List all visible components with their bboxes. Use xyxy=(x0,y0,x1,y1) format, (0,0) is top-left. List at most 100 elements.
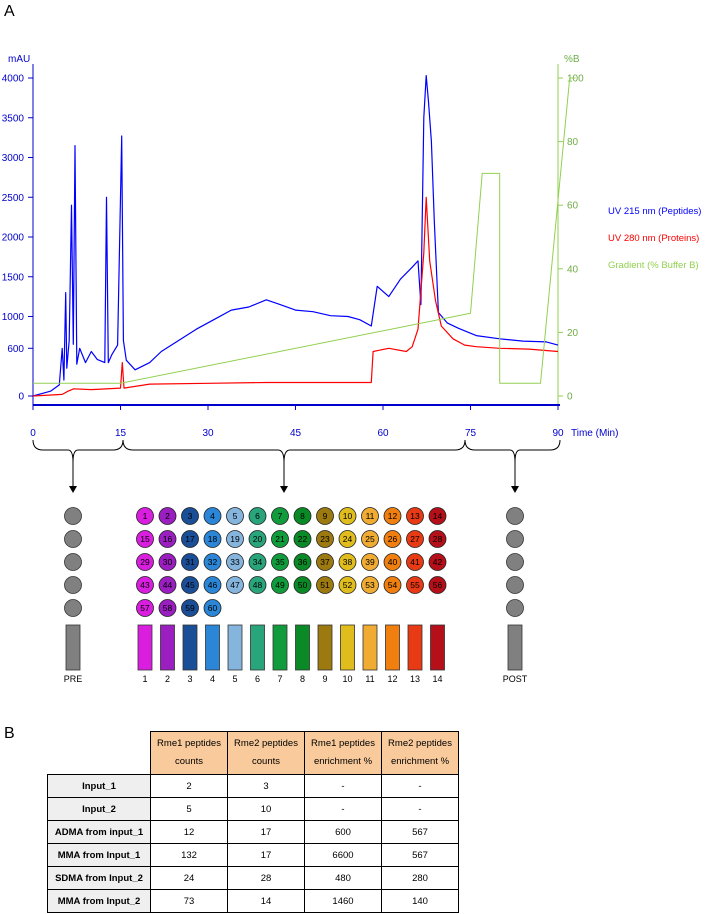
fraction-tube-label: 6 xyxy=(255,674,260,684)
fraction-well-label: 1 xyxy=(143,511,148,521)
fraction-tube-label: 13 xyxy=(410,674,420,684)
fraction-well xyxy=(338,530,357,548)
fraction-well-label: 29 xyxy=(140,557,150,567)
fraction-well xyxy=(158,599,177,617)
fraction-well xyxy=(203,599,222,617)
fraction-well xyxy=(158,530,177,548)
x-tick-label: 75 xyxy=(465,428,477,439)
col-header: Rme1 peptides counts xyxy=(150,731,228,775)
fraction-well-label: 33 xyxy=(230,557,240,567)
fraction-well xyxy=(203,507,222,525)
fraction-well-label: 11 xyxy=(366,511,375,521)
fraction-tube-label: 7 xyxy=(277,674,282,684)
fraction-well-label: 21 xyxy=(275,534,285,544)
fraction-well-label: 47 xyxy=(230,580,240,590)
fraction-well-label: 31 xyxy=(185,557,195,567)
table-cell: 73 xyxy=(150,889,228,913)
fraction-tube xyxy=(362,624,378,671)
y-left-axis-label: mAU xyxy=(8,54,30,65)
fraction-well xyxy=(203,576,222,594)
post-well xyxy=(506,553,524,571)
fraction-well xyxy=(158,553,177,571)
chromatogram-figure: 0 15 30 45 60 75 90 06001000150020002500300035… xyxy=(2,54,702,684)
fraction-well-label: 13 xyxy=(410,511,420,521)
fraction-tube xyxy=(385,624,400,671)
fraction-well-label: 15 xyxy=(140,534,150,544)
fraction-tube-label: 5 xyxy=(232,674,237,684)
fraction-well xyxy=(248,576,267,594)
fraction-tube xyxy=(227,624,243,671)
table-corner xyxy=(47,731,151,775)
fraction-well-label: 12 xyxy=(388,511,398,521)
fraction-well xyxy=(271,530,289,548)
fraction-well-label: 57 xyxy=(140,603,150,613)
table-row: MMA from Input_1 132 17 6600 567 xyxy=(47,843,459,867)
y-right-tick-label: 60 xyxy=(567,201,579,212)
fraction-well xyxy=(383,530,402,548)
fraction-well xyxy=(293,576,312,594)
fraction-well xyxy=(338,507,357,525)
row-header: MMA from Input_1 xyxy=(47,843,151,867)
table-cell: 17 xyxy=(227,820,305,844)
table-cell: 480 xyxy=(304,866,382,890)
fraction-tube xyxy=(430,624,445,671)
fraction-well xyxy=(181,507,199,525)
pre-label: PRE xyxy=(64,674,83,684)
fraction-well xyxy=(226,576,244,594)
table-cell: 2 xyxy=(150,774,228,798)
fraction-well xyxy=(226,553,244,571)
y-right-tick-label: 80 xyxy=(567,137,579,148)
y-left-tick-label: 0 xyxy=(18,392,24,403)
table-header-row: Rme1 peptides counts Rme2 peptides count… xyxy=(47,731,459,775)
enrichment-table: Rme1 peptides counts Rme2 peptides count… xyxy=(47,731,459,913)
table-cell: 600 xyxy=(304,820,382,844)
y-right-tick-label: 100 xyxy=(567,74,584,85)
fraction-well xyxy=(181,530,199,548)
y-right-tick-label: 40 xyxy=(567,264,579,275)
table-cell: 5 xyxy=(150,797,228,821)
fraction-well xyxy=(428,507,447,525)
fraction-well xyxy=(338,553,357,571)
y-left-tick-label: 1000 xyxy=(2,312,25,323)
fraction-well xyxy=(316,507,334,525)
post-well xyxy=(506,507,524,525)
fraction-well xyxy=(181,576,199,594)
fraction-well xyxy=(383,507,402,525)
table-row: Input_2 5 10 - - xyxy=(47,797,459,821)
bracket-post xyxy=(464,439,561,463)
fraction-well xyxy=(136,576,154,594)
fraction-well-label: 18 xyxy=(208,534,218,544)
fraction-well xyxy=(248,507,267,525)
fraction-well xyxy=(316,553,334,571)
fraction-well-label: 42 xyxy=(433,557,443,567)
series-line-2 xyxy=(32,196,559,397)
fraction-well-label: 26 xyxy=(388,534,398,544)
x-tick-label: 60 xyxy=(377,428,389,439)
fraction-tube xyxy=(137,624,153,671)
fraction-tube-label: 4 xyxy=(210,674,215,684)
fraction-well xyxy=(406,553,424,571)
table-cell: 17 xyxy=(227,843,305,867)
post-well xyxy=(506,530,524,548)
fraction-tube xyxy=(407,624,423,671)
fraction-well xyxy=(383,553,402,571)
x-axis-label: Time (Min) xyxy=(571,428,618,439)
fraction-tube-label: 9 xyxy=(322,674,327,684)
pre-tube xyxy=(65,624,81,671)
fraction-tube-label: 1 xyxy=(142,674,147,684)
fraction-well xyxy=(361,553,379,571)
table-cell: 10 xyxy=(227,797,305,821)
fraction-well-label: 36 xyxy=(298,557,308,567)
table-row: SDMA from Input_2 24 28 480 280 xyxy=(47,866,459,890)
fraction-well xyxy=(361,507,379,525)
fraction-well-label: 19 xyxy=(230,534,240,544)
fraction-well-label: 20 xyxy=(253,534,263,544)
fraction-well xyxy=(293,507,312,525)
fraction-tube xyxy=(205,624,220,671)
fraction-well-label: 17 xyxy=(185,534,195,544)
row-header: SDMA from Input_2 xyxy=(47,866,151,890)
fraction-well-label: 22 xyxy=(298,534,308,544)
fraction-well xyxy=(136,530,154,548)
fraction-well xyxy=(271,576,289,594)
